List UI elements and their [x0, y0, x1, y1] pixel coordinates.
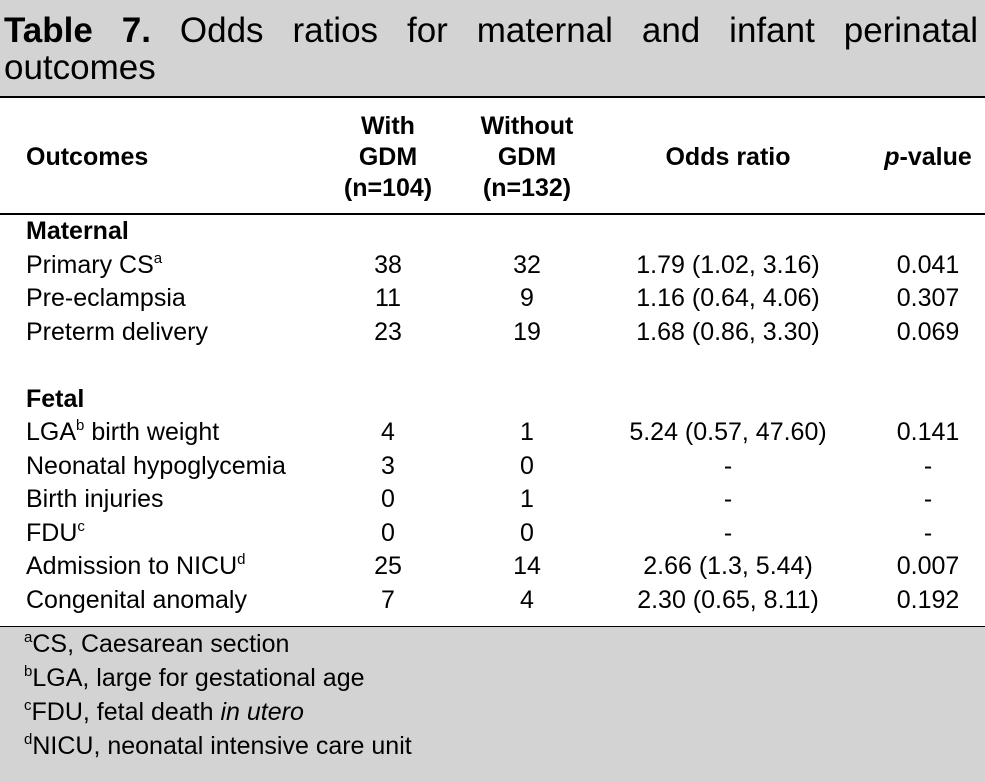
- cell: 3: [381, 451, 395, 480]
- row-label-text: Congenital anomaly: [26, 585, 247, 614]
- footnote: bLGA, large for gestational age: [24, 662, 365, 694]
- caption-title: Odds ratios for maternal and infant peri…: [4, 11, 978, 87]
- row-label: Birth injuries: [26, 483, 164, 515]
- row-label-text: LGA: [26, 418, 77, 446]
- header-p: p-value: [808, 141, 985, 173]
- cell: 4: [381, 418, 395, 446]
- cell: -: [923, 451, 933, 480]
- footnote: aCS, Caesarean section: [24, 628, 289, 660]
- caption-label: Table 7.: [4, 11, 151, 50]
- cell: -: [923, 485, 933, 513]
- row-label: Neonatal hypoglycemia: [26, 450, 286, 482]
- header-with: (n=104): [343, 174, 433, 202]
- footnote-italic: in utero: [220, 698, 304, 726]
- cell: 1.68 (0.86, 3.30): [636, 317, 820, 346]
- footnote-mark: d: [24, 731, 33, 748]
- section-name: Maternal: [26, 217, 129, 245]
- row-label-text: Birth injuries: [26, 485, 164, 513]
- footnote-text: LGA, large for gestational age: [32, 664, 365, 692]
- section-name: Fetal: [26, 384, 85, 413]
- header-p-text: -value: [899, 143, 972, 171]
- cell: 1: [520, 485, 534, 513]
- row-label-text: Pre-eclampsia: [26, 284, 186, 312]
- footnote-text: NICU, neonatal intensive care unit: [32, 732, 412, 760]
- row-label: Congenital anomaly: [26, 584, 247, 616]
- cell: 9: [520, 284, 534, 312]
- cell: 0: [520, 518, 534, 547]
- footnote-mark: c: [24, 697, 32, 714]
- cell: 0.041: [896, 250, 960, 279]
- row-label: FDUc: [26, 517, 85, 549]
- footnote-mark: a: [24, 629, 33, 646]
- cell: 0: [381, 518, 395, 547]
- row-label-text: birth weight: [91, 418, 220, 446]
- cell: 2.30 (0.65, 8.11): [637, 585, 819, 614]
- header-rule: [0, 213, 985, 215]
- cell: 32: [513, 250, 541, 279]
- row-label: Preterm delivery: [26, 316, 208, 348]
- cell: 1.16 (0.64, 4.06): [636, 284, 820, 312]
- footnotes: aCS, Caesarean section bLGA, large for ge…: [0, 626, 985, 782]
- cell: 2.66 (1.3, 5.44): [643, 552, 813, 580]
- header-outcomes: Outcomes: [26, 143, 149, 171]
- cell: -: [723, 485, 733, 513]
- cell: 14: [513, 552, 541, 580]
- footnote-text: FDU, fetal death: [31, 698, 214, 726]
- cell: 5.24 (0.57, 47.60): [629, 418, 827, 446]
- cell: 7: [381, 585, 395, 614]
- cell: 38: [374, 250, 402, 279]
- footnote-mark: d: [237, 551, 246, 568]
- cell: 0.007: [896, 552, 960, 580]
- cell: 0: [520, 451, 534, 480]
- cell: 0.192: [896, 585, 960, 614]
- footnote-mark: b: [76, 417, 85, 434]
- header-with: With: [361, 112, 415, 140]
- cell: 0.307: [896, 284, 960, 312]
- cell: -: [923, 518, 933, 547]
- header-odds: Odds ratio: [665, 143, 791, 171]
- header-without: GDM: [497, 143, 557, 171]
- footnote-mark: c: [77, 517, 85, 535]
- header-without: Without: [480, 112, 574, 140]
- header-p-italic: p: [884, 143, 900, 171]
- cell: 1: [520, 418, 534, 446]
- cell: 11: [375, 284, 401, 312]
- cell: 0.069: [896, 317, 960, 346]
- row-label-text: Preterm delivery: [26, 317, 208, 346]
- cell: 0: [381, 485, 395, 513]
- footnote: cFDU, fetal death in utero: [24, 696, 304, 728]
- row-label-text: Admission to NICU: [26, 552, 238, 580]
- cell: 23: [374, 317, 402, 346]
- footnote-mark: a: [153, 249, 163, 267]
- cell: 1.79 (1.02, 3.16): [636, 250, 820, 279]
- row-label: Pre-eclampsia: [26, 282, 186, 314]
- row-label-text: FDU: [26, 518, 78, 547]
- row-label: LGAb birth weight: [26, 416, 219, 448]
- cell: -: [723, 451, 733, 480]
- cell: 19: [513, 317, 541, 346]
- header-without: (n=132): [482, 174, 572, 202]
- row-label: Admission to NICUd: [26, 550, 246, 582]
- row-label: Primary CSa: [26, 249, 162, 281]
- cell: 25: [374, 552, 402, 580]
- cell: 0.141: [896, 418, 960, 446]
- cell: 4: [520, 585, 534, 614]
- header-with: GDM: [358, 143, 418, 171]
- caption-text: Table 7. Odds ratios for maternal and in…: [4, 12, 978, 86]
- caption: Table 7. Odds ratios for maternal and in…: [0, 0, 985, 98]
- row-label-text: Neonatal hypoglycemia: [26, 451, 286, 480]
- footnote-mark: b: [24, 663, 33, 680]
- footnote: dNICU, neonatal intensive care unit: [24, 730, 412, 762]
- footnote-text: CS, Caesarean section: [32, 630, 290, 658]
- cell: -: [723, 518, 733, 547]
- row-label-text: Primary CS: [26, 250, 154, 279]
